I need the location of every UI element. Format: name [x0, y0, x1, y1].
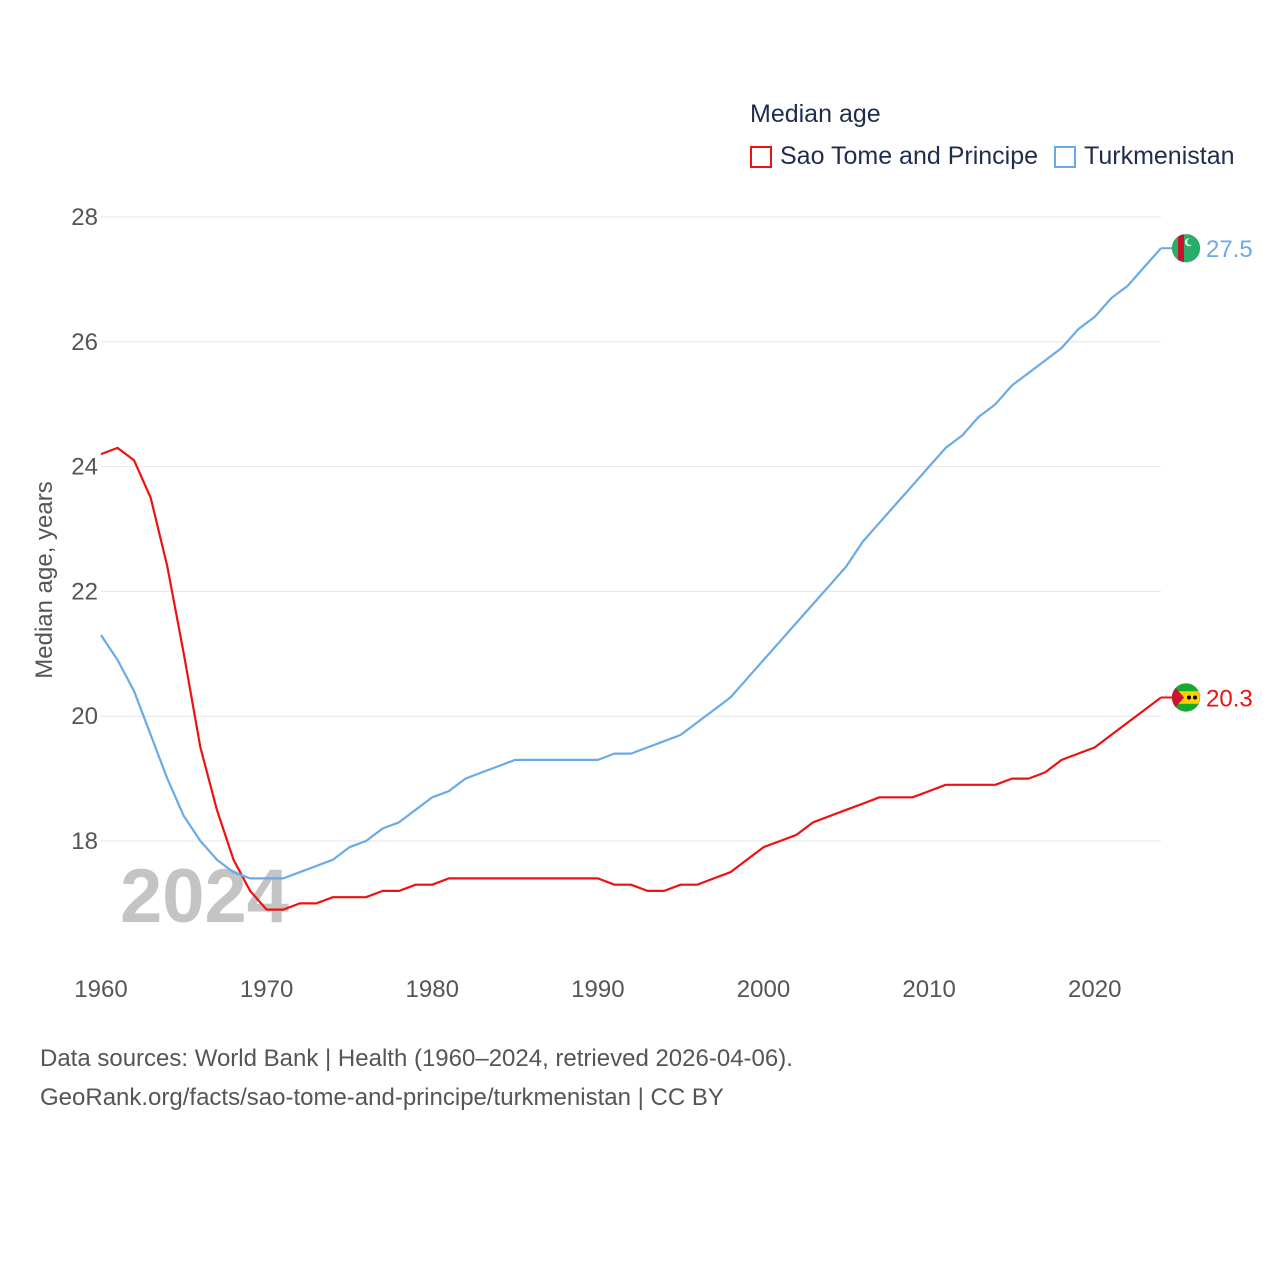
y-axis-label: Median age, years: [31, 481, 58, 678]
y-tick-label: 18: [71, 828, 98, 855]
grid-lines: [101, 216, 1161, 842]
x-tick-label: 1960: [74, 976, 127, 1003]
sao-tome-and-principe-flag-icon: [1171, 682, 1201, 712]
legend-item-sao-tome[interactable]: Sao Tome and Principe: [750, 142, 1038, 171]
series-lines: [100, 247, 1162, 911]
end-value-label-sao-tome: 20.3: [1206, 685, 1253, 712]
x-axis: 1960 1970 1980 1990 2000 2010 2020: [74, 976, 1121, 1003]
series-line-turkmenistan: [100, 247, 1162, 880]
x-tick-label: 1980: [406, 976, 459, 1003]
legend-label-sao-tome: Sao Tome and Principe: [780, 142, 1039, 170]
x-tick-label: 1990: [571, 976, 624, 1003]
legend-swatch-sao-tome: [750, 145, 772, 168]
x-tick-label: 2010: [902, 976, 955, 1003]
y-axis: 18 20 22 24 26 28: [71, 204, 98, 855]
y-tick-label: 26: [71, 329, 98, 356]
turkmenistan-flag-icon: [1171, 233, 1201, 263]
legend-swatch-turkmenistan: [1054, 145, 1076, 168]
series-line-sao-tome: [100, 446, 1162, 911]
end-value-label-turkmenistan: 27.5: [1206, 236, 1253, 263]
x-tick-label: 2000: [737, 976, 790, 1003]
legend-label-turkmenistan: Turkmenistan: [1084, 142, 1235, 170]
footer-sources: Data sources: World Bank | Health (1960–…: [40, 1045, 793, 1072]
y-tick-label: 28: [71, 204, 98, 231]
legend-title: Median age: [750, 100, 881, 128]
x-tick-label: 1970: [240, 976, 293, 1003]
y-tick-label: 20: [71, 703, 98, 730]
y-tick-label: 22: [71, 578, 98, 605]
legend-item-turkmenistan[interactable]: Turkmenistan: [1054, 142, 1235, 171]
x-tick-label: 2020: [1068, 976, 1121, 1003]
end-markers: 20.3 27.5: [1161, 233, 1253, 712]
footer-link[interactable]: GeoRank.org/facts/sao-tome-and-principe/…: [40, 1084, 724, 1111]
y-tick-label: 24: [71, 454, 98, 481]
year-watermark: 2024: [120, 854, 289, 939]
